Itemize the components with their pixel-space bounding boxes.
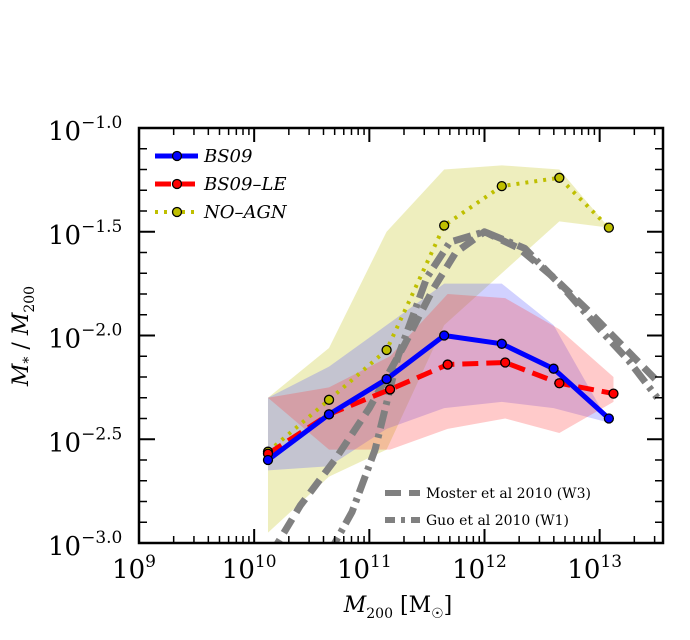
y-tick-label: 10−1.0	[48, 113, 122, 147]
axis-ticks	[138, 127, 663, 544]
point-no-agn	[381, 344, 392, 356]
point-bs09	[603, 413, 615, 424]
band-bs09	[267, 283, 609, 471]
y-tick-label: 10−2.0	[48, 321, 122, 355]
point-no-agn	[603, 222, 615, 233]
legend-label-guo-et-al-2010-w1: Guo et al 2010 (W1)	[426, 513, 569, 529]
point-no-agn	[439, 220, 450, 231]
point-bs09	[323, 409, 335, 420]
legend-lower-right: Moster et al 2010 (W3) Guo et al 2010 (W1…	[385, 486, 591, 529]
y-tick-label: 10−3.0	[48, 528, 122, 562]
point-bs09	[262, 454, 274, 466]
point-bs09	[439, 330, 450, 341]
x-tick-labels: 109 1010 1011 1012 1013	[112, 552, 622, 585]
legend-label-no-agn: NO–AGN	[203, 202, 288, 223]
point-bs09-le	[608, 388, 619, 399]
point-no-agn	[323, 394, 335, 405]
legend-upper-left: BS09 BS09–LE NO–AGN	[155, 146, 288, 223]
x-tick-label: 1010	[222, 552, 277, 585]
series-markers	[262, 172, 619, 466]
point-bs09-le	[384, 384, 396, 395]
band-bs09-le	[267, 294, 614, 450]
y-tick-labels: 10−1.0 10−1.5 10−2.0 10−2.5 10−3.0	[48, 113, 122, 562]
x-tick-label: 1011	[337, 552, 392, 585]
y-axis-label: M* / M200	[9, 286, 38, 387]
line-guo-et-al-2010-w1	[330, 228, 661, 543]
legend-marker-bs09	[171, 150, 183, 162]
point-bs09	[381, 373, 392, 385]
band-no-agn	[267, 165, 609, 533]
point-bs09	[548, 363, 559, 374]
confidence-bands	[267, 165, 614, 533]
legend-label-bs09-le: BS09–LE	[203, 174, 287, 195]
y-tick-label: 10−2.5	[48, 424, 122, 458]
point-bs09-le	[554, 378, 565, 389]
y-tick-label: 10−1.5	[48, 217, 122, 251]
x-axis-label: M200 [M☉]	[343, 593, 453, 622]
legend-label-moster-et-al-2010-w3: Moster et al 2010 (W3)	[426, 486, 591, 502]
x-tick-label: 1012	[452, 552, 507, 585]
legend-marker-bs09-le	[171, 178, 183, 190]
point-bs09-le	[500, 357, 511, 368]
point-no-agn	[496, 180, 507, 192]
point-bs09-le	[442, 359, 453, 370]
x-tick-label: 1013	[567, 552, 622, 585]
point-bs09	[496, 338, 507, 349]
legend-label-bs09: BS09	[203, 146, 252, 167]
legend-marker-no-agn	[171, 206, 183, 218]
x-tick-label: 109	[112, 552, 156, 585]
point-no-agn	[554, 172, 565, 183]
